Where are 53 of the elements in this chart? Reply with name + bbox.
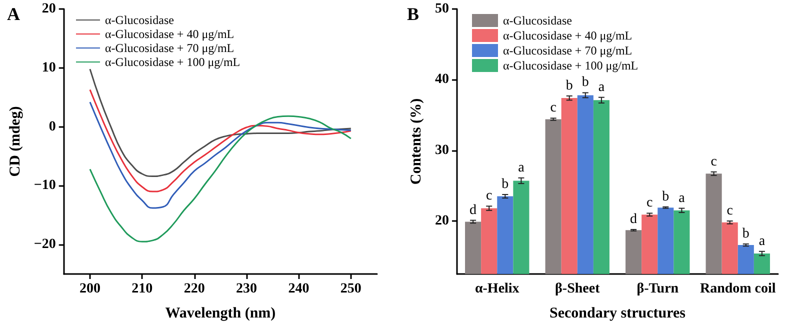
y-tick-label: 10: [42, 60, 56, 76]
line-series: [89, 88, 352, 192]
data-label: c: [646, 196, 653, 211]
data-label: c: [710, 154, 717, 170]
x-tick-label: β-Turn: [636, 282, 679, 296]
data-label: a: [518, 160, 526, 176]
x-tick-label: 220: [184, 282, 205, 296]
data-label: b: [566, 78, 573, 94]
legend-label: α-Glucosidase + 40 μg/mL: [503, 28, 632, 42]
data-label: b: [502, 177, 509, 192]
x-axis-title: Secondary structures: [550, 306, 686, 322]
data-label: b: [662, 189, 670, 204]
x-tick-label: 230: [236, 282, 258, 296]
chart-title: B: [407, 4, 420, 24]
x-tick-label: Random coil: [700, 282, 776, 296]
x-tick-label: 240: [288, 282, 310, 296]
legend-label: α-Glucosidase + 70 μg/mL: [503, 44, 632, 58]
data-label: c: [486, 188, 492, 204]
x-tick-label: α-Helix: [474, 282, 520, 296]
data-label: d: [630, 212, 638, 227]
y-axis-title: Contents (%): [408, 98, 425, 185]
x-tick-label: β-Sheet: [555, 282, 600, 296]
x-tick-label: 210: [132, 282, 153, 296]
legend-label: α-Glucosidase + 100 μg/mL: [105, 55, 240, 69]
data-label: a: [678, 190, 686, 206]
legend-label: α-Glucosidase + 100 μg/mL: [503, 58, 638, 72]
data-label: c: [726, 204, 733, 218]
data-label: a: [758, 234, 766, 249]
data-label: b: [742, 226, 750, 242]
line-series: [89, 68, 352, 177]
data-label: a: [598, 80, 606, 95]
legend-label: α-Glucosidase + 40 μg/mL: [105, 27, 234, 41]
data-label: b: [582, 75, 589, 90]
legend-label: α-Glucosidase: [503, 14, 572, 28]
y-axis-title: CD (mdeg): [8, 106, 24, 177]
y-tick-label: 20: [435, 214, 449, 228]
y-tick-label: 40: [435, 72, 449, 88]
chart-title: A: [7, 4, 20, 24]
y-tick-label: 30: [435, 142, 449, 158]
x-tick-label: 250: [340, 282, 362, 296]
legend-label: α-Glucosidase + 70 μg/mL: [105, 41, 234, 55]
line-series: [89, 115, 352, 242]
data-label: d: [470, 202, 477, 218]
data-label: c: [550, 100, 556, 116]
x-tick-label: 200: [79, 282, 100, 296]
y-tick-label: −20: [34, 237, 56, 252]
line-series: [89, 101, 352, 209]
y-tick-label: 50: [435, 2, 449, 16]
y-tick-label: 20: [42, 2, 56, 16]
y-tick-label: −10: [34, 178, 56, 194]
x-axis-title: Wavelength (nm): [165, 306, 276, 322]
y-tick-label: 0: [48, 119, 56, 134]
legend-label: α-Glucosidase: [105, 13, 174, 27]
